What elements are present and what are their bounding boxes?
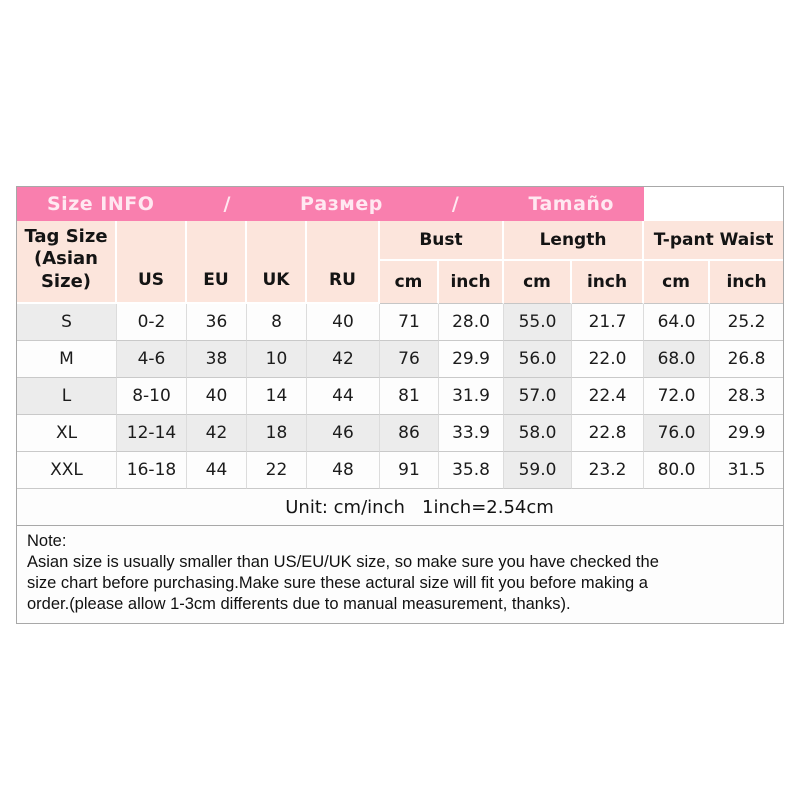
size-cell: 18 bbox=[247, 415, 307, 452]
size-cell: 14 bbox=[247, 378, 307, 415]
size-cell: 35.8 bbox=[439, 452, 504, 489]
size-cell: 42 bbox=[307, 341, 380, 378]
note-text-line: order.(please allow 1-3cm differents due… bbox=[27, 595, 571, 613]
size-cell: 76.0 bbox=[644, 415, 711, 452]
size-cell: 81 bbox=[380, 378, 439, 415]
note-text-line: size chart before purchasing.Make sure t… bbox=[27, 574, 648, 592]
banner-separator: / bbox=[223, 193, 231, 215]
unit-header-length-cm: cm bbox=[504, 261, 572, 304]
size-cell: 0-2 bbox=[117, 304, 187, 341]
size-row-s: S 0-2 36 8 40 71 28.0 55.0 21.7 64.0 25.… bbox=[17, 304, 784, 341]
size-cell: 8 bbox=[247, 304, 307, 341]
size-cell: 46 bbox=[307, 415, 380, 452]
size-cell: 48 bbox=[307, 452, 380, 489]
unit-header-tpant-inch: inch bbox=[710, 261, 784, 304]
region-header-us: US bbox=[117, 221, 187, 304]
unit-header-bust-inch: inch bbox=[439, 261, 504, 304]
size-cell: 29.9 bbox=[439, 341, 504, 378]
size-cell: 22.0 bbox=[572, 341, 645, 378]
size-cell: 59.0 bbox=[504, 452, 572, 489]
banner-title-ru: Размер bbox=[300, 193, 383, 215]
size-cell: 55.0 bbox=[504, 304, 572, 341]
size-row-xl: XL 12-14 42 18 46 86 33.9 58.0 22.8 76.0… bbox=[17, 415, 784, 452]
size-cell: 26.8 bbox=[710, 341, 784, 378]
size-cell: 68.0 bbox=[644, 341, 711, 378]
group-header-bust: Bust bbox=[380, 221, 504, 261]
size-chart-table: Size INFO / Размер / Tamaño Tag Size (As… bbox=[16, 186, 785, 624]
size-cell: 22 bbox=[247, 452, 307, 489]
unit-header-length-inch: inch bbox=[572, 261, 645, 304]
size-cell: 21.7 bbox=[572, 304, 645, 341]
size-cell: 12-14 bbox=[117, 415, 187, 452]
size-cell: 36 bbox=[187, 304, 247, 341]
size-cell: L bbox=[17, 378, 117, 415]
size-cell: 33.9 bbox=[439, 415, 504, 452]
size-row-l: L 8-10 40 14 44 81 31.9 57.0 22.4 72.0 2… bbox=[17, 378, 784, 415]
note-label: Note: bbox=[27, 532, 67, 550]
banner-title-en: Size INFO bbox=[47, 193, 155, 215]
region-header-uk: UK bbox=[247, 221, 307, 304]
region-header-eu: EU bbox=[187, 221, 247, 304]
size-cell: 29.9 bbox=[710, 415, 784, 452]
size-cell: 31.5 bbox=[710, 452, 784, 489]
group-header-length: Length bbox=[504, 221, 645, 261]
size-cell: 72.0 bbox=[644, 378, 711, 415]
size-cell: 23.2 bbox=[572, 452, 645, 489]
size-cell: 28.0 bbox=[439, 304, 504, 341]
banner-separator: / bbox=[451, 193, 460, 215]
size-cell: 91 bbox=[380, 452, 439, 489]
size-cell: 28.3 bbox=[710, 378, 784, 415]
header-unit-row: cm inch cm inch cm inch bbox=[17, 261, 784, 304]
size-cell: 25.2 bbox=[710, 304, 784, 341]
size-cell: S bbox=[17, 304, 117, 341]
region-header-ru: RU bbox=[307, 221, 380, 304]
size-cell: 44 bbox=[307, 378, 380, 415]
size-row-m: M 4-6 38 10 42 76 29.9 56.0 22.0 68.0 26… bbox=[17, 341, 784, 378]
size-row-xxl: XXL 16-18 44 22 48 91 35.8 59.0 23.2 80.… bbox=[17, 452, 784, 489]
banner-empty-cell bbox=[644, 187, 784, 221]
size-cell: 31.9 bbox=[439, 378, 504, 415]
size-cell: 56.0 bbox=[504, 341, 572, 378]
size-cell: 76 bbox=[380, 341, 439, 378]
size-cell: 80.0 bbox=[644, 452, 711, 489]
size-cell: 40 bbox=[307, 304, 380, 341]
note-box: Note: Asian size is usually smaller than… bbox=[17, 526, 784, 623]
unit-note-row: Unit: cm/inch 1inch=2.54cm bbox=[17, 489, 784, 526]
size-cell: 57.0 bbox=[504, 378, 572, 415]
size-cell: 8-10 bbox=[117, 378, 187, 415]
size-cell: 4-6 bbox=[117, 341, 187, 378]
size-cell: 38 bbox=[187, 341, 247, 378]
tag-size-header: Tag Size (Asian Size) bbox=[17, 221, 117, 304]
group-header-tpant-waist: T-pant Waist bbox=[644, 221, 784, 261]
size-cell: 86 bbox=[380, 415, 439, 452]
size-cell: M bbox=[17, 341, 117, 378]
size-cell: 64.0 bbox=[644, 304, 711, 341]
banner-row: Size INFO / Размер / Tamaño bbox=[17, 187, 784, 221]
size-cell: 44 bbox=[187, 452, 247, 489]
unit-header-tpant-cm: cm bbox=[644, 261, 711, 304]
note-row: Note: Asian size is usually smaller than… bbox=[17, 526, 784, 623]
unit-note: Unit: cm/inch 1inch=2.54cm bbox=[17, 489, 784, 526]
size-cell: XXL bbox=[17, 452, 117, 489]
size-cell: 10 bbox=[247, 341, 307, 378]
size-info-banner: Size INFO / Размер / Tamaño bbox=[17, 187, 645, 221]
size-cell: 22.8 bbox=[572, 415, 645, 452]
size-cell: 71 bbox=[380, 304, 439, 341]
header-group-row: Tag Size (Asian Size) US EU UK RU Bust L… bbox=[17, 221, 784, 304]
size-cell: 16-18 bbox=[117, 452, 187, 489]
unit-header-bust-cm: cm bbox=[380, 261, 439, 304]
banner-title-es: Tamaño bbox=[528, 193, 614, 215]
size-cell: 42 bbox=[187, 415, 247, 452]
size-cell: 40 bbox=[187, 378, 247, 415]
note-text-line: Asian size is usually smaller than US/EU… bbox=[27, 553, 659, 571]
size-cell: 58.0 bbox=[504, 415, 572, 452]
size-cell: 22.4 bbox=[572, 378, 645, 415]
size-cell: XL bbox=[17, 415, 117, 452]
